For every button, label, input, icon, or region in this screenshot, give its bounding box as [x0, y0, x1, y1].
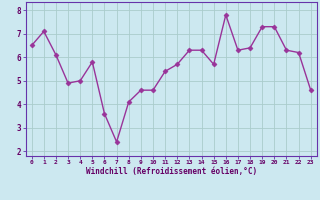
X-axis label: Windchill (Refroidissement éolien,°C): Windchill (Refroidissement éolien,°C) [86, 167, 257, 176]
